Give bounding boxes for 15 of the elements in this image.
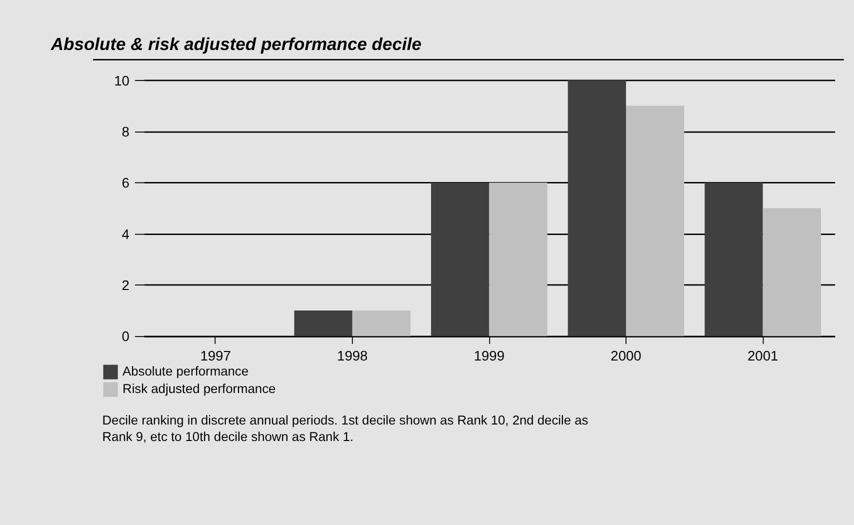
y-tick-label: 6 xyxy=(122,174,130,191)
y-tick-label: 10 xyxy=(114,72,130,88)
text: Decile ranking in discrete annual periods. 1st decile shown as Rank 10, 2nd decile as Rank 9, etc to 10th decile shown as Rank 1. xyxy=(102,412,588,444)
y-tick-label: 8 xyxy=(122,123,130,140)
x-tick-label: 1997 xyxy=(200,348,231,364)
x-tick-label: 1998 xyxy=(337,348,368,364)
legend-label: Absolute performance xyxy=(122,364,248,379)
x-tick-label: 1999 xyxy=(474,348,505,364)
chart-title: Absolute & risk adjusted performance decile xyxy=(50,34,422,54)
y-tick-label: 4 xyxy=(122,226,130,242)
y-tick-label: 2 xyxy=(122,277,130,294)
legend-label: Risk adjusted performance xyxy=(122,381,276,396)
x-tick-label: 2000 xyxy=(610,348,642,364)
y-tick-label: 0 xyxy=(122,328,130,344)
x-tick-label: 2001 xyxy=(747,348,778,364)
